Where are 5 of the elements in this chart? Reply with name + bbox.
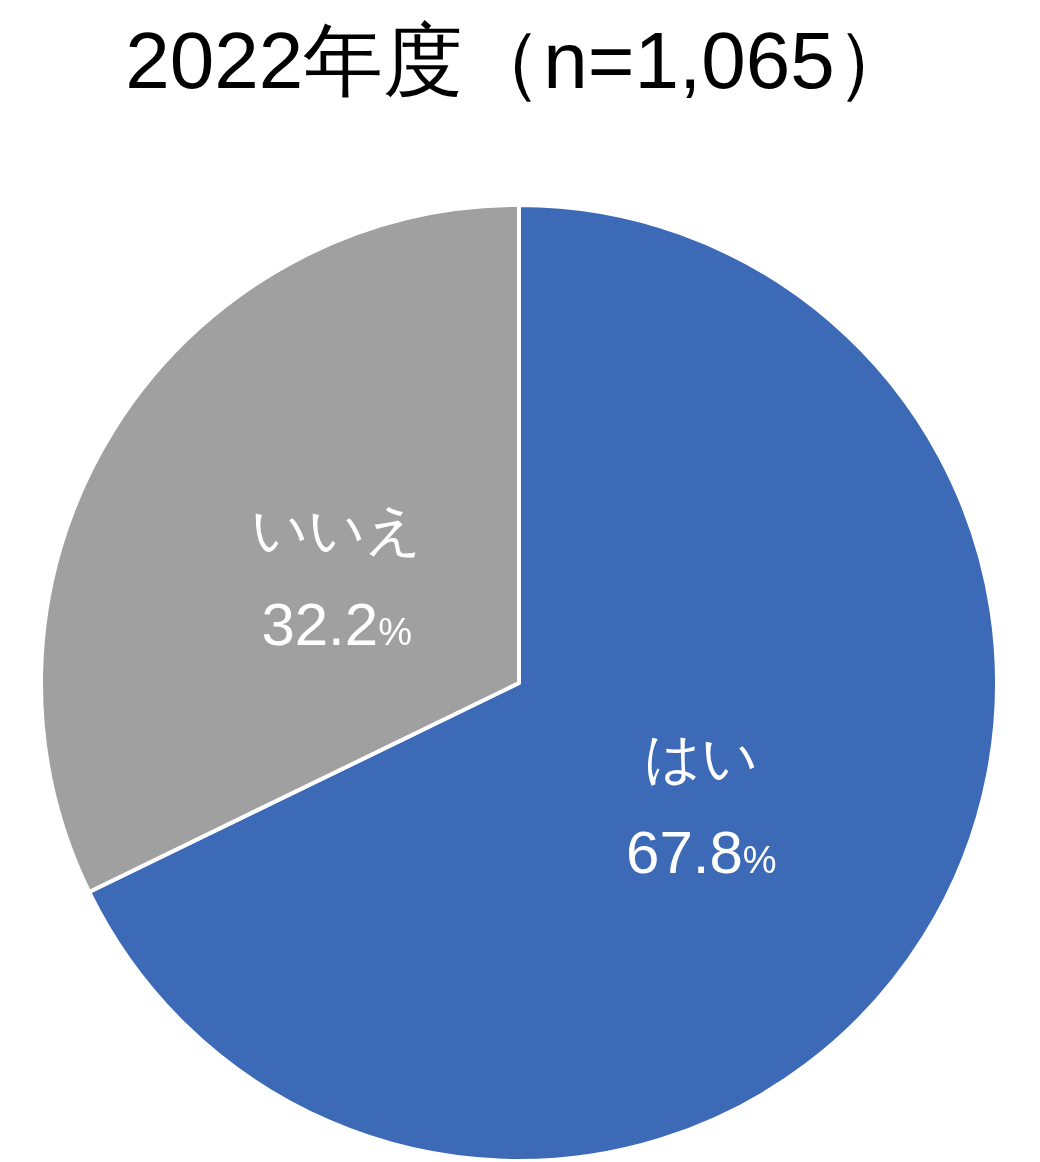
slice-label: はい bbox=[644, 726, 759, 790]
data-label: 67.8% bbox=[626, 819, 777, 887]
data-label: 32.2% bbox=[261, 590, 412, 658]
chart-title: 2022年度（n=1,065） bbox=[125, 16, 915, 105]
slice-label: いいえ bbox=[251, 497, 423, 561]
